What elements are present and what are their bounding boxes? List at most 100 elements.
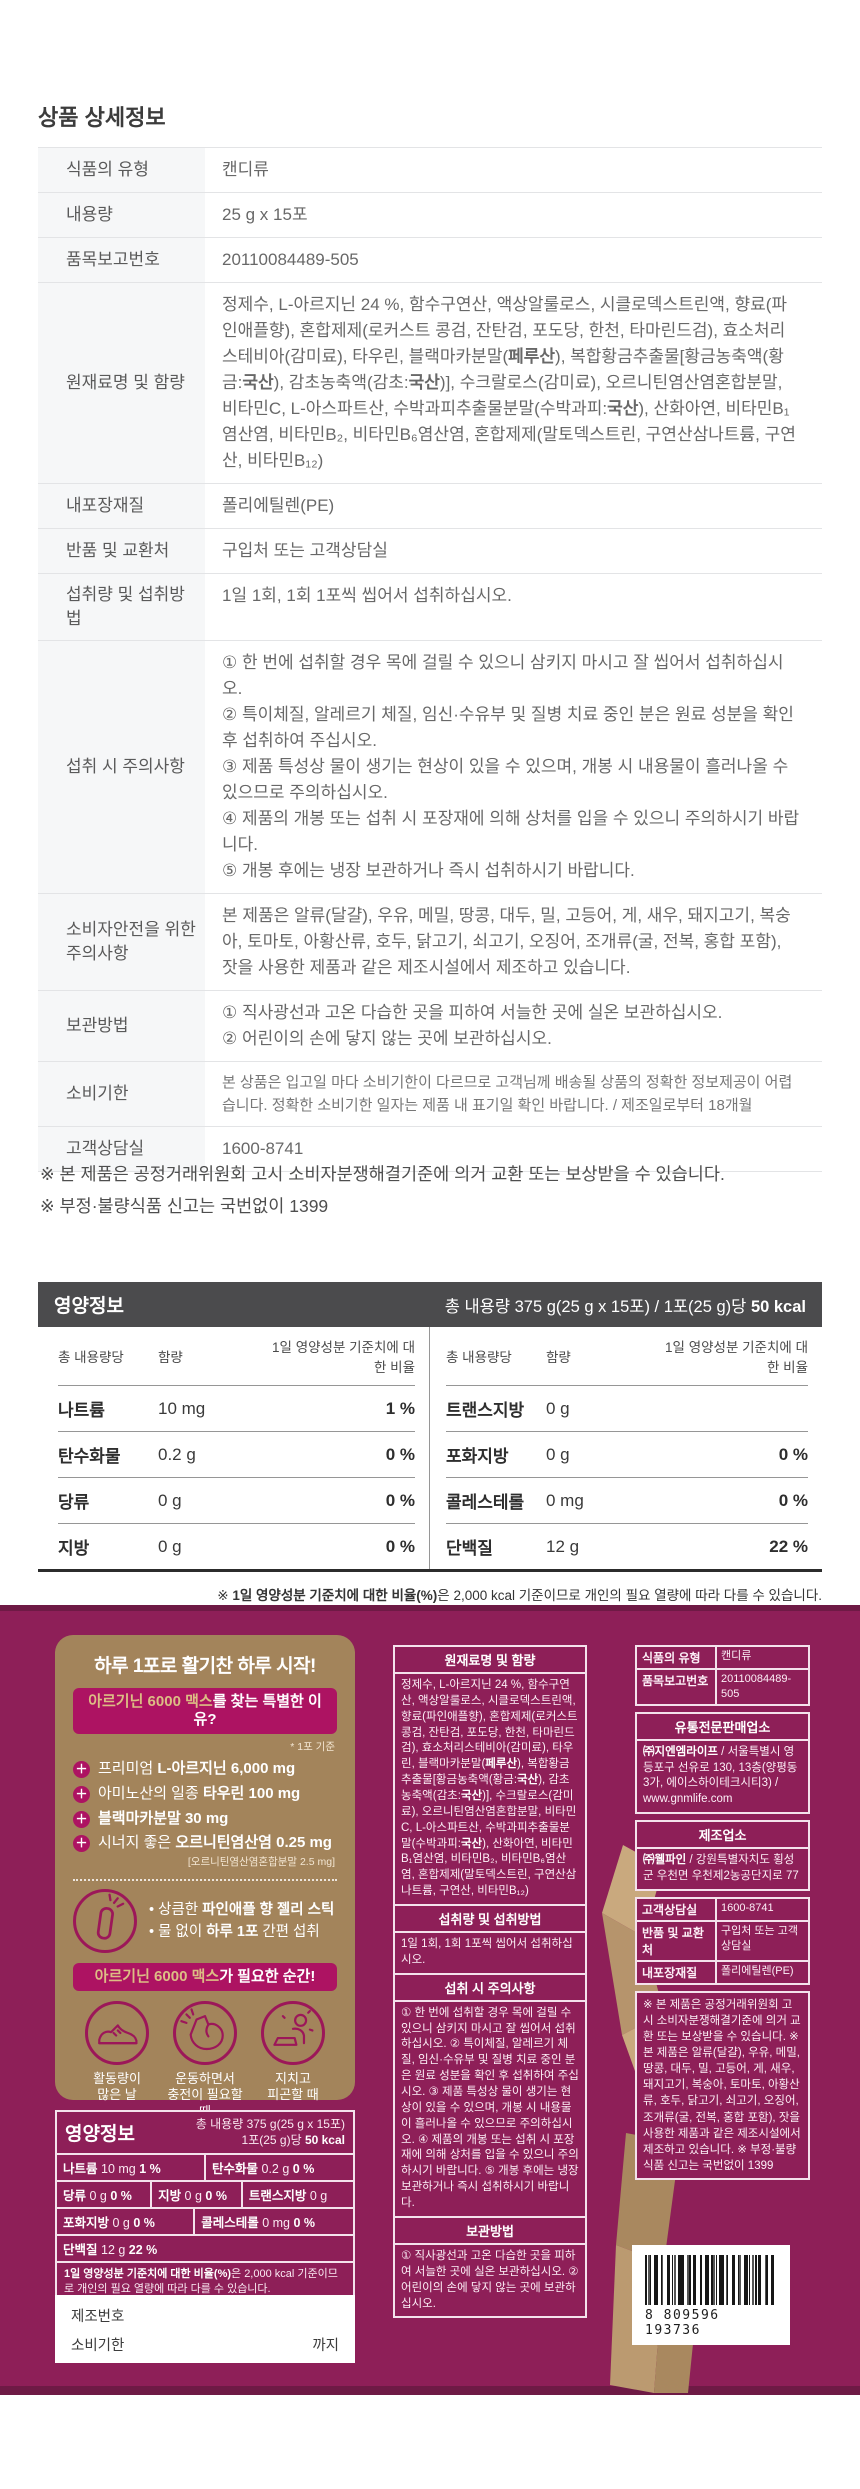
badge-highlight: 아르기닌 6000 맥스: [94, 1968, 220, 1985]
product-info-table: 식품의 유형 캔디류 내용량 25 g x 15포 품목보고번호 2011008…: [38, 147, 822, 1172]
nutrition-row-cholesterol: 콜레스테롤 0 mg 0 %: [446, 1477, 808, 1523]
pkg-intake-title: 섭취량 및 섭취방법: [395, 1906, 585, 1934]
package-nutrition-row: 나트륨 10 mg 1 % 탄수화물 0.2 g 0 %: [57, 2153, 353, 2181]
pkg-row-return: 반품 및 교환처 구입처 또는 고객 상담실: [637, 1919, 808, 1960]
badge-highlight: 아르기닌 6000 맥스: [88, 1693, 213, 1710]
feature-subnote: [오르니틴염산염혼합분말 2.5 mg]: [187, 1856, 335, 1868]
info-row-inner-packaging: 내포장재질 폴리에틸렌(PE): [38, 484, 822, 529]
package-ingredients-column: 원재료명 및 함량 정제수, L-아르지닌 24 %, 함수구연산, 액상알룰로…: [393, 1645, 587, 2319]
notice-exchange: ※ 본 제품은 공정거래위원회 고시 소비자분쟁해결기준에 의거 교환 또는 보…: [40, 1164, 725, 1184]
feature-item: 아미노산의 일종 타우린 100 mg: [73, 1785, 337, 1804]
barcode-digits: 8 809596 193736: [645, 2308, 720, 2338]
package-nutrition-row: 포화지방 0 g 0 % 콜레스테롤 0 mg 0 %: [57, 2207, 353, 2235]
pkg-caution-title: 섭취 시 주의사항: [395, 1975, 585, 2002]
muscle-icon: [173, 2001, 237, 2065]
col-header-per: 총 내용량당: [446, 1350, 512, 1365]
nutrition-row-sodium: 나트륨 10 mg 1 %: [58, 1385, 415, 1431]
col-header-ratio: 1일 영양성분 기준치에 대한 비율: [665, 1340, 808, 1375]
info-row-report-number: 품목보고번호 20110084489-505: [38, 238, 822, 283]
nutrition-row-transfat: 트랜스지방 0 g: [446, 1385, 808, 1431]
info-value: ① 한 번에 섭취할 경우 목에 걸릴 수 있으니 삼키지 마시고 잘 씹어서 …: [222, 653, 800, 880]
package-nutrition-row: 단백질 12 g 22 %: [57, 2234, 353, 2261]
plus-icon: [73, 1761, 90, 1778]
moment-active-day: 활동량이 많은 날: [73, 2001, 161, 2120]
jelly-stick-icon: [73, 1889, 137, 1953]
nutrition-right-column: 총 내용량당 함량 1일 영양성분 기준치에 대한 비율 트랜스지방 0 g 포…: [430, 1327, 822, 1569]
info-row-customer-center: 고객상담실 1600-8741: [38, 1127, 822, 1172]
pkg-storage-title: 보관방법: [395, 2218, 585, 2245]
nutrition-table: 총 내용량당 함량 1일 영양성분 기준치에 대한 비율 나트륨 10 mg 1…: [38, 1327, 822, 1572]
feature-text: 시너지 좋은 오르니틴염산염 0.25 mg: [98, 1834, 332, 1852]
pkg-maker-body: ㈜웰파인 / 강원특별자치도 횡성군 우천면 우천제2농공단지로 77: [643, 1854, 799, 1882]
package-nutrition-panel: 영양정보 총 내용량 375 g(25 g x 15포) 1포(25 g)당 5…: [55, 2110, 355, 2303]
package-nutrition-title: 영양정보: [65, 2124, 135, 2146]
mfg-number-label: 제조번호: [71, 2309, 125, 2325]
dotted-divider: [73, 1879, 337, 1881]
package-nutrition-note: 1일 영양성분 기준치에 대한 비율(%)은 2,000 kcal 기준이므로 …: [57, 2261, 353, 2301]
feature-item: 시너지 좋은 오르니틴염산염 0.25 mg: [73, 1834, 337, 1853]
info-value: 본 제품은 알류(달걀), 우유, 메밀, 땅콩, 대두, 밀, 고등어, 게,…: [222, 906, 791, 977]
reason-badge: 아르기닌 6000 맥스를 찾는 특별한 이유?: [73, 1688, 337, 1734]
col-header-amount: 함량: [546, 1350, 571, 1365]
plus-icon: [73, 1835, 90, 1853]
feature-text: 아미노산의 일종 타우린 100 mg: [98, 1784, 301, 1802]
info-label: 품목보고번호: [38, 238, 205, 282]
nutrition-row-protein: 단백질 12 g 22 %: [446, 1523, 808, 1569]
nutrition-row-fat: 지방 0 g 0 %: [58, 1523, 415, 1569]
moment-caption: 활동량이 많은 날: [93, 2071, 141, 2103]
stick-points: 상큼한 파인애플 향 젤리 스틱 물 없이 하루 1포 간편 섭취: [149, 1899, 334, 1944]
moment-tired: 지치고 피곤할 때: [249, 2001, 337, 2120]
moment-badge: 아르기닌 6000 맥스가 필요한 순간!: [73, 1963, 337, 1991]
promo-headline: 하루 1포로 활기찬 하루 시작!: [94, 1656, 316, 1677]
plus-icon: [73, 1810, 90, 1828]
pkg-maker-box: 제조업소 ㈜웰파인 / 강원특별자치도 횡성군 우천면 우천제2농공단지로 77: [635, 1820, 810, 1891]
moment-caption: 운동하면서 충전이 필요할 때: [167, 2071, 243, 2119]
info-label: 소비자안전을 위한 주의사항: [38, 894, 205, 990]
pkg-contact-table: 고객상담실 1600-8741 반품 및 교환처 구입처 또는 고객 상담실 내…: [635, 1896, 810, 1985]
info-label: 내포장재질: [38, 484, 205, 528]
nutrition-serving: 총 내용량 375 g(25 g x 15포) / 1포(25 g)당 50 k…: [444, 1297, 806, 1316]
nutrition-column-headers: 총 내용량당 함량 1일 영양성분 기준치에 대한 비율: [446, 1327, 808, 1385]
pkg-row-inner-packaging: 내포장재질 폴리에틸렌(PE): [637, 1959, 808, 1983]
info-value: 구입처 또는 고객상담실: [222, 541, 388, 560]
pkg-row-food-type: 식품의 유형 캔디류: [637, 1647, 808, 1668]
info-row-consumer-safety: 소비자안전을 위한 주의사항 본 제품은 알류(달걀), 우유, 메밀, 땅콩,…: [38, 894, 822, 991]
info-row-return-place: 반품 및 교환처 구입처 또는 고객상담실: [38, 529, 822, 574]
pkg-seller-box: 유통전문판매업소 ㈜지엔엠라이프 / 서울특별시 영등포구 선유로 130, 1…: [635, 1711, 810, 1815]
info-label: 원재료명 및 함량: [38, 283, 205, 483]
tired-person-icon: [261, 2001, 325, 2065]
pkg-intake-body: 1일 1회, 1회 1포씩 씹어서 섭취하십시오.: [395, 1933, 585, 1975]
feature-item: 프리미엄 L-아르지닌 6,000 mg: [73, 1760, 337, 1779]
barcode: 8 809596 193736: [632, 2245, 790, 2345]
package-back-image: 하루 1포로 활기찬 하루 시작! 아르기닌 6000 맥스를 찾는 특별한 이…: [0, 1605, 860, 2395]
notice-block: ※ 본 제품은 공정거래위원회 고시 소비자분쟁해결기준에 의거 교환 또는 보…: [40, 1158, 725, 1222]
pkg-notes-text: ※ 본 제품은 공정거래위원회 고시 소비자분쟁해결기준에 의거 교환 또는 보…: [643, 1998, 801, 2172]
nutrition-header-bar: 영양정보 총 내용량 375 g(25 g x 15포) / 1포(25 g)당…: [38, 1282, 822, 1327]
stick-point: 상큼한 파인애플 향 젤리 스틱: [149, 1899, 334, 1921]
info-value: 폴리에틸렌(PE): [222, 496, 335, 515]
mfg-expiry-label: 소비기한: [71, 2338, 125, 2354]
info-row-storage: 보관방법 ① 직사광선과 고온 다습한 곳을 피하여 서늘한 곳에 실온 보관하…: [38, 991, 822, 1062]
info-row-ingredients: 원재료명 및 함량 정제수, L-아르지닌 24 %, 함수구연산, 액상알룰로…: [38, 283, 822, 484]
col-header-per: 총 내용량당: [58, 1350, 124, 1365]
info-label: 식품의 유형: [38, 148, 205, 192]
nutrition-section: 영양정보 총 내용량 375 g(25 g x 15포) / 1포(25 g)당…: [38, 1282, 822, 1604]
info-label: 내용량: [38, 193, 205, 237]
info-row-shelf-life: 소비기한 본 상품은 입고일 마다 소비기한이 다르므로 고객님께 배송될 상품…: [38, 1062, 822, 1127]
feature-item: 블랙마카분말 30 mg: [73, 1810, 337, 1829]
running-shoe-icon: [85, 2001, 149, 2065]
pkg-notes-box: ※ 본 제품은 공정거래위원회 고시 소비자분쟁해결기준에 의거 교환 또는 보…: [635, 1990, 810, 2180]
nutrition-footnote: ※ 1일 영양성분 기준치에 대한 비율(%)은 2,000 kcal 기준이므…: [217, 1588, 822, 1603]
plus-icon: [73, 1785, 90, 1803]
page-title: 상품 상세정보: [38, 105, 166, 130]
mfg-expiry-suffix: 까지: [312, 2338, 339, 2354]
info-row-net-content: 내용량 25 g x 15포: [38, 193, 822, 238]
package-right-column: 식품의 유형 캔디류 품목보고번호 20110084489-505 유통전문판매…: [635, 1645, 810, 2186]
info-value: 1일 1회, 1회 1포씩 씹어서 섭취하십시오.: [222, 586, 512, 605]
col-header-amount: 함량: [158, 1350, 183, 1365]
info-value: 본 상품은 입고일 마다 소비기한이 다르므로 고객님께 배송될 상품의 정확한…: [222, 1074, 793, 1114]
stick-point: 물 없이 하루 1포 간편 섭취: [149, 1921, 334, 1943]
badge-rest: 가 필요한 순간!: [219, 1968, 316, 1985]
pkg-seller-title: 유통전문판매업소: [637, 1714, 808, 1741]
nutrition-title: 영양정보: [54, 1296, 124, 1317]
